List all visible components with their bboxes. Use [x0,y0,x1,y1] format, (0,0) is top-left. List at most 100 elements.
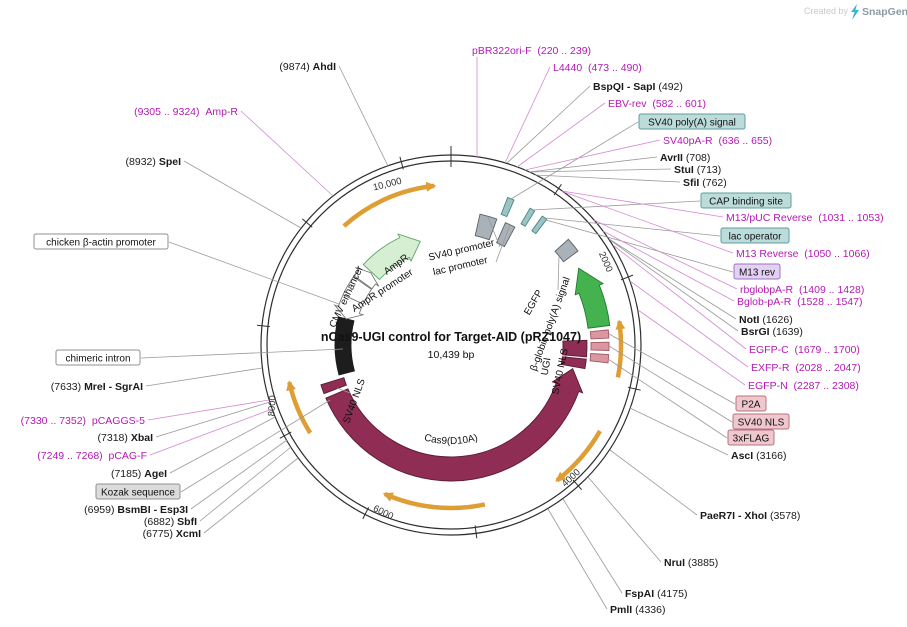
primer-label-amp-r[interactable]: (9305 .. 9324) Amp-R [134,106,238,118]
feature-ugi[interactable] [562,339,588,358]
leader-line [169,416,276,474]
enzyme-label-fspai[interactable]: FspAI (4175) [625,588,687,600]
svg-text:SV40 NLS: SV40 NLS [738,418,785,429]
orf-arrow-left[interactable] [286,380,313,435]
feature-lac-operator[interactable] [531,215,548,235]
primer-label-rbglobpa-r[interactable]: rbglobpA-R (1409 .. 1428) [740,284,864,296]
primer-label-m13-reverse[interactable]: M13 Reverse (1050 .. 1066) [736,248,870,260]
orf-arrow-right[interactable] [615,319,626,378]
feature-label-cap-binding-site[interactable]: CAP binding site [700,192,792,209]
feature-label-ugi[interactable]: UGI [540,357,554,376]
feature-label-lac-operator[interactable]: lac operator [720,227,790,244]
enzyme-label-bspqi-sapi[interactable]: BspQI - SapI (492) [593,81,683,93]
leader-line [190,439,288,510]
feature-3xflag[interactable] [589,353,610,364]
enzyme-label-asci[interactable]: AscI (3166) [731,450,786,462]
primer-label-m13-puc-reverse[interactable]: M13/pUC Reverse (1031 .. 1053) [726,212,884,224]
orf-arrow-bottom[interactable] [382,491,486,511]
enzyme-label-xcmi[interactable]: (6775) XcmI [143,528,201,540]
svg-text:CAP binding site: CAP binding site [709,197,783,208]
feature-lac-promoter[interactable] [496,222,516,248]
svg-text:chimeric intron: chimeric intron [65,354,130,365]
leader-line [629,280,749,368]
enzyme-label-sfii[interactable]: SfiI (762) [683,177,727,189]
feature-cap-binding-site[interactable] [520,207,536,227]
primer-label-ebv-rev[interactable]: EBV-rev (582 .. 601) [608,98,706,110]
feature-label-cas9[interactable]: Cas9(D10A) [423,433,479,448]
leader-line [534,174,681,183]
enzyme-label-agei[interactable]: (7185) AgeI [111,468,167,480]
primer-label-bglob-pa-r[interactable]: Bglob-pA-R (1528 .. 1547) [737,296,863,308]
feature-label-3xflag[interactable]: 3xFLAG [727,429,775,446]
tick-1000 [553,184,562,196]
orf-arrow-bottom-right[interactable] [555,429,602,483]
svg-text:SV40 poly(A) signal: SV40 poly(A) signal [648,118,736,129]
primer-label-pcag-f[interactable]: (7249 .. 7268) pCAG-F [37,450,147,462]
watermark-created-by: Created by [804,6,849,16]
svg-text:P2A: P2A [742,400,761,411]
primer-label-exfp-r[interactable]: EXFP-R (2028 .. 2047) [751,362,861,374]
feature-label-chimeric-intron[interactable]: chimeric intron [55,349,141,366]
feature-p2a[interactable] [589,329,610,340]
feature-sv40-nls-small[interactable] [590,341,610,351]
feature-ampr[interactable] [362,233,421,281]
leader-line [587,476,662,563]
feature-egfp[interactable] [574,267,611,329]
feature-label-egfp[interactable]: EGFP [522,288,545,317]
enzyme-label-paer7i-xhoi[interactable]: PaeR7I - XhoI (3578) [700,510,800,522]
enzyme-label-bsrgi[interactable]: BsrGI (1639) [741,326,803,338]
primer-label-l4440[interactable]: L4440 (473 .. 490) [553,62,642,74]
watermark: Created by SnapGene [804,4,907,20]
feature-label-m13-rev[interactable]: M13 rev [733,263,781,280]
primer-label-pbr322ori-f[interactable]: pBR322ori-F (220 .. 239) [472,45,591,57]
enzyme-label-stui[interactable]: StuI (713) [674,164,721,176]
primer-label-sv40pa-r[interactable]: SV40pA-R (636 .. 655) [663,135,772,147]
enzyme-label-avrii[interactable]: AvrII (708) [660,152,710,164]
feature-cas9-d10a[interactable] [325,368,584,482]
feature-label-chicken-bactin-promoter[interactable]: chicken β-actin promoter [33,233,169,250]
feature-chimeric-intron[interactable] [334,316,355,376]
primer-label-egfp-n[interactable]: EGFP-N (2287 .. 2308) [748,380,859,392]
tick-3000 [627,386,641,391]
feature-ampr-promoter[interactable] [353,267,380,290]
leader-line [545,219,734,273]
feature-cmv-enhancer[interactable] [342,276,373,305]
plasmid-title: nCas9-UGI control for Target-AID (pRZ104… [321,330,581,344]
enzyme-label-mrei-sgrai[interactable]: (7633) MreI - SgrAI [51,381,143,393]
enzyme-label-spei[interactable]: (8932) SpeI [126,156,182,168]
leader-line [607,358,728,439]
leader-line [561,190,724,218]
enzyme-label-xbai[interactable]: (7318) XbaI [98,432,154,444]
leader-line [593,219,738,290]
plasmid-size: 10,439 bp [428,349,475,361]
feature-bglobin-polya-signal[interactable] [554,238,579,263]
svg-text:3xFLAG: 3xFLAG [733,434,770,445]
feature-label-kozak[interactable]: Kozak sequence [95,483,181,500]
leader-line [609,239,739,332]
leader-line [637,309,746,386]
enzyme-label-nrui[interactable]: NruI (3885) [664,557,718,569]
leader-line [563,191,734,254]
tick-label-10000: 10,000 [372,176,403,194]
primer-label-pcaggs-5[interactable]: (7330 .. 7352) pCAGGS-5 [21,415,145,427]
enzyme-label-noti[interactable]: NotI (1626) [739,314,793,326]
feature-label-p2a[interactable]: P2A [735,395,767,412]
svg-text:chicken β-actin promoter: chicken β-actin promoter [46,238,156,249]
leader-line [203,457,299,534]
feature-label-sv40-polya[interactable]: SV40 poly(A) signal [638,113,746,130]
watermark-brand: SnapGene [862,6,907,18]
feature-label-sv40-nls[interactable]: SV40 NLS [732,413,790,430]
feature-sv40-polya-signal[interactable] [500,196,515,218]
feature-sv40-nls-left[interactable] [320,377,347,395]
orf-arrow-top-left[interactable] [342,181,437,228]
feature-sv40-promoter[interactable] [474,213,498,241]
enzyme-label-pmli[interactable]: PmlI (4336) [610,604,665,616]
leader-line [529,168,672,173]
leader-line [240,110,334,197]
enzyme-label-sbfi[interactable]: (6882) SbfI [144,516,197,528]
snapgene-bolt-icon [851,4,859,20]
primer-label-egfp-c[interactable]: EGFP-C (1679 .. 1700) [749,344,860,356]
enzyme-label-bsmbi-esp3i[interactable]: (6959) BsmBI - Esp3I [84,504,188,516]
enzyme-label-ahdi[interactable]: (9874) AhdI [279,61,336,73]
feature-sv40-nls-right[interactable] [560,356,587,370]
